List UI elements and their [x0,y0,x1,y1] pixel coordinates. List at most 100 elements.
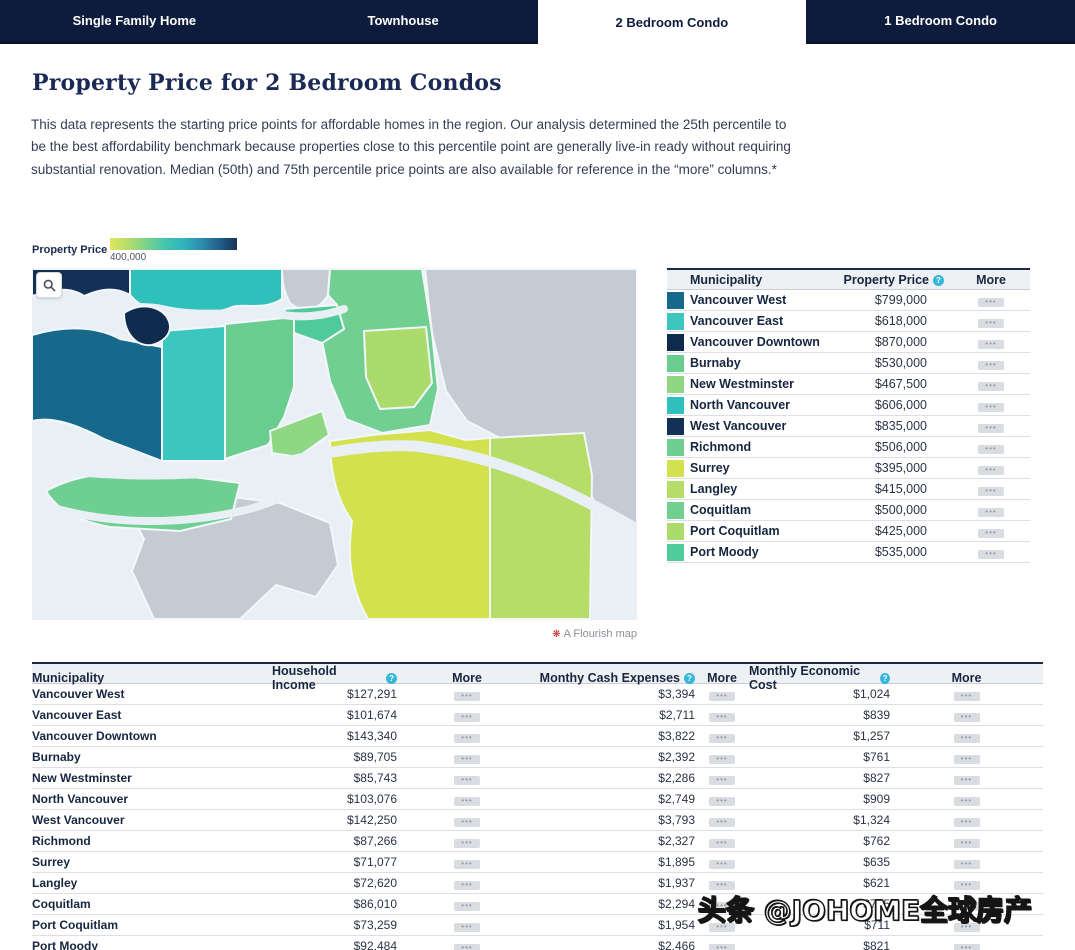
tab[interactable]: 2 Bedroom Condo [537,0,807,44]
map-region-vancouver-east[interactable] [162,326,225,461]
map-region-langley[interactable] [490,433,592,619]
tab[interactable]: Townhouse [268,0,538,44]
more-button[interactable]: ••• [454,944,480,950]
more-button[interactable]: ••• [953,923,980,932]
municipality-name: Port Coquitlam [690,524,780,538]
region-color-swatch [667,333,684,351]
more-button[interactable]: ••• [454,797,480,806]
table-row: Port Moody $535,000 ••• [667,542,1030,563]
more-button[interactable]: ••• [978,298,1004,307]
more-button[interactable]: ••• [454,923,480,932]
legend-gradient-bar [110,238,237,250]
cash-expenses-value: $1,954 [658,918,695,932]
table-row: Langley $72,620 ••• $1,937 ••• $621 ••• [32,873,1043,894]
table-row: Richmond $87,266 ••• $2,327 ••• $762 ••• [32,831,1043,852]
more-button[interactable]: ••• [953,902,980,911]
more-button[interactable]: ••• [978,403,1004,412]
more-button[interactable]: ••• [454,692,480,701]
table-row: Coquitlam $86,010 ••• $2,294 ••• $745 ••… [32,894,1043,915]
table-row: New Westminster $85,743 ••• $2,286 ••• $… [32,768,1043,789]
more-button[interactable]: ••• [709,860,735,869]
more-button[interactable]: ••• [709,881,735,890]
more-button[interactable]: ••• [978,424,1004,433]
more-button[interactable]: ••• [709,776,735,785]
table-row: Vancouver Downtown $870,000 ••• [667,332,1030,353]
more-button[interactable]: ••• [978,529,1004,538]
table-row: Burnaby $530,000 ••• [667,353,1030,374]
legend-min-value: 400,000 [110,252,147,263]
more-button[interactable]: ••• [953,818,980,827]
stats-table: Municipality Household Income? More Mont… [32,662,1043,950]
economic-cost-value: $635 [863,855,890,869]
more-button[interactable]: ••• [454,755,480,764]
more-button[interactable]: ••• [953,839,980,848]
more-button[interactable]: ••• [709,713,735,722]
info-icon[interactable]: ? [684,672,695,684]
info-icon[interactable]: ? [880,672,890,684]
municipality-name: Langley [32,876,78,890]
more-button[interactable]: ••• [953,692,980,701]
more-button[interactable]: ••• [978,445,1004,454]
more-button[interactable]: ••• [454,818,480,827]
col-more-2: More [707,671,737,685]
more-button[interactable]: ••• [709,692,735,701]
map-waterways [32,302,637,529]
map-zoom-button[interactable] [36,272,62,298]
more-button[interactable]: ••• [978,361,1004,370]
map-region-vancouver-downtown[interactable] [124,306,170,345]
more-button[interactable]: ••• [709,755,735,764]
more-button[interactable]: ••• [709,902,735,911]
more-button[interactable]: ••• [454,881,480,890]
more-button[interactable]: ••• [454,734,480,743]
property-price-table: Municipality Property Price? More Vancou… [667,268,1030,563]
map-region-surrey[interactable] [330,430,490,619]
tab[interactable]: 1 Bedroom Condo [806,0,1075,44]
flourish-icon: ❋ [552,629,561,640]
more-button[interactable]: ••• [953,797,980,806]
more-button[interactable]: ••• [709,839,735,848]
more-button[interactable]: ••• [953,860,980,869]
more-button[interactable]: ••• [953,944,980,950]
more-button[interactable]: ••• [709,797,735,806]
more-button[interactable]: ••• [978,466,1004,475]
tab-label: Single Family Home [72,13,197,28]
more-button[interactable]: ••• [978,487,1004,496]
map-attribution[interactable]: ❋ A Flourish map [32,628,637,640]
more-button[interactable]: ••• [454,713,480,722]
region-color-swatch [667,501,684,519]
more-button[interactable]: ••• [953,755,980,764]
household-income-value: $71,077 [353,855,397,869]
more-button[interactable]: ••• [953,734,980,743]
more-button[interactable]: ••• [978,340,1004,349]
more-button[interactable]: ••• [709,923,735,932]
tab[interactable]: Single Family Home [0,0,269,44]
more-button[interactable]: ••• [454,839,480,848]
more-button[interactable]: ••• [709,734,735,743]
more-button[interactable]: ••• [709,818,735,827]
more-button[interactable]: ••• [454,902,480,911]
municipality-name: Langley [690,482,738,496]
choropleth-map [32,268,637,620]
more-button[interactable]: ••• [978,319,1004,328]
more-button[interactable]: ••• [978,550,1004,559]
more-button[interactable]: ••• [953,881,980,890]
more-button[interactable]: ••• [978,508,1004,517]
info-icon[interactable]: ? [386,672,397,684]
municipality-name: Vancouver Downtown [32,729,157,743]
household-income-value: $86,010 [353,897,397,911]
economic-cost-value: $1,024 [853,687,890,701]
map-region-port-coquitlam[interactable] [364,327,432,409]
municipality-name: Richmond [32,834,91,848]
info-icon[interactable]: ? [933,274,944,286]
more-button[interactable]: ••• [953,776,980,785]
map-region-other-north[interactable] [282,269,330,309]
page-title: Property Price for 2 Bedroom Condos [32,70,502,96]
more-button[interactable]: ••• [978,382,1004,391]
economic-cost-value: $761 [863,750,890,764]
map-region-new-westminster[interactable] [270,411,329,457]
more-button[interactable]: ••• [953,713,980,722]
more-button[interactable]: ••• [454,776,480,785]
col-household-income: Household Income? [272,664,397,692]
more-button[interactable]: ••• [709,944,735,950]
more-button[interactable]: ••• [454,860,480,869]
